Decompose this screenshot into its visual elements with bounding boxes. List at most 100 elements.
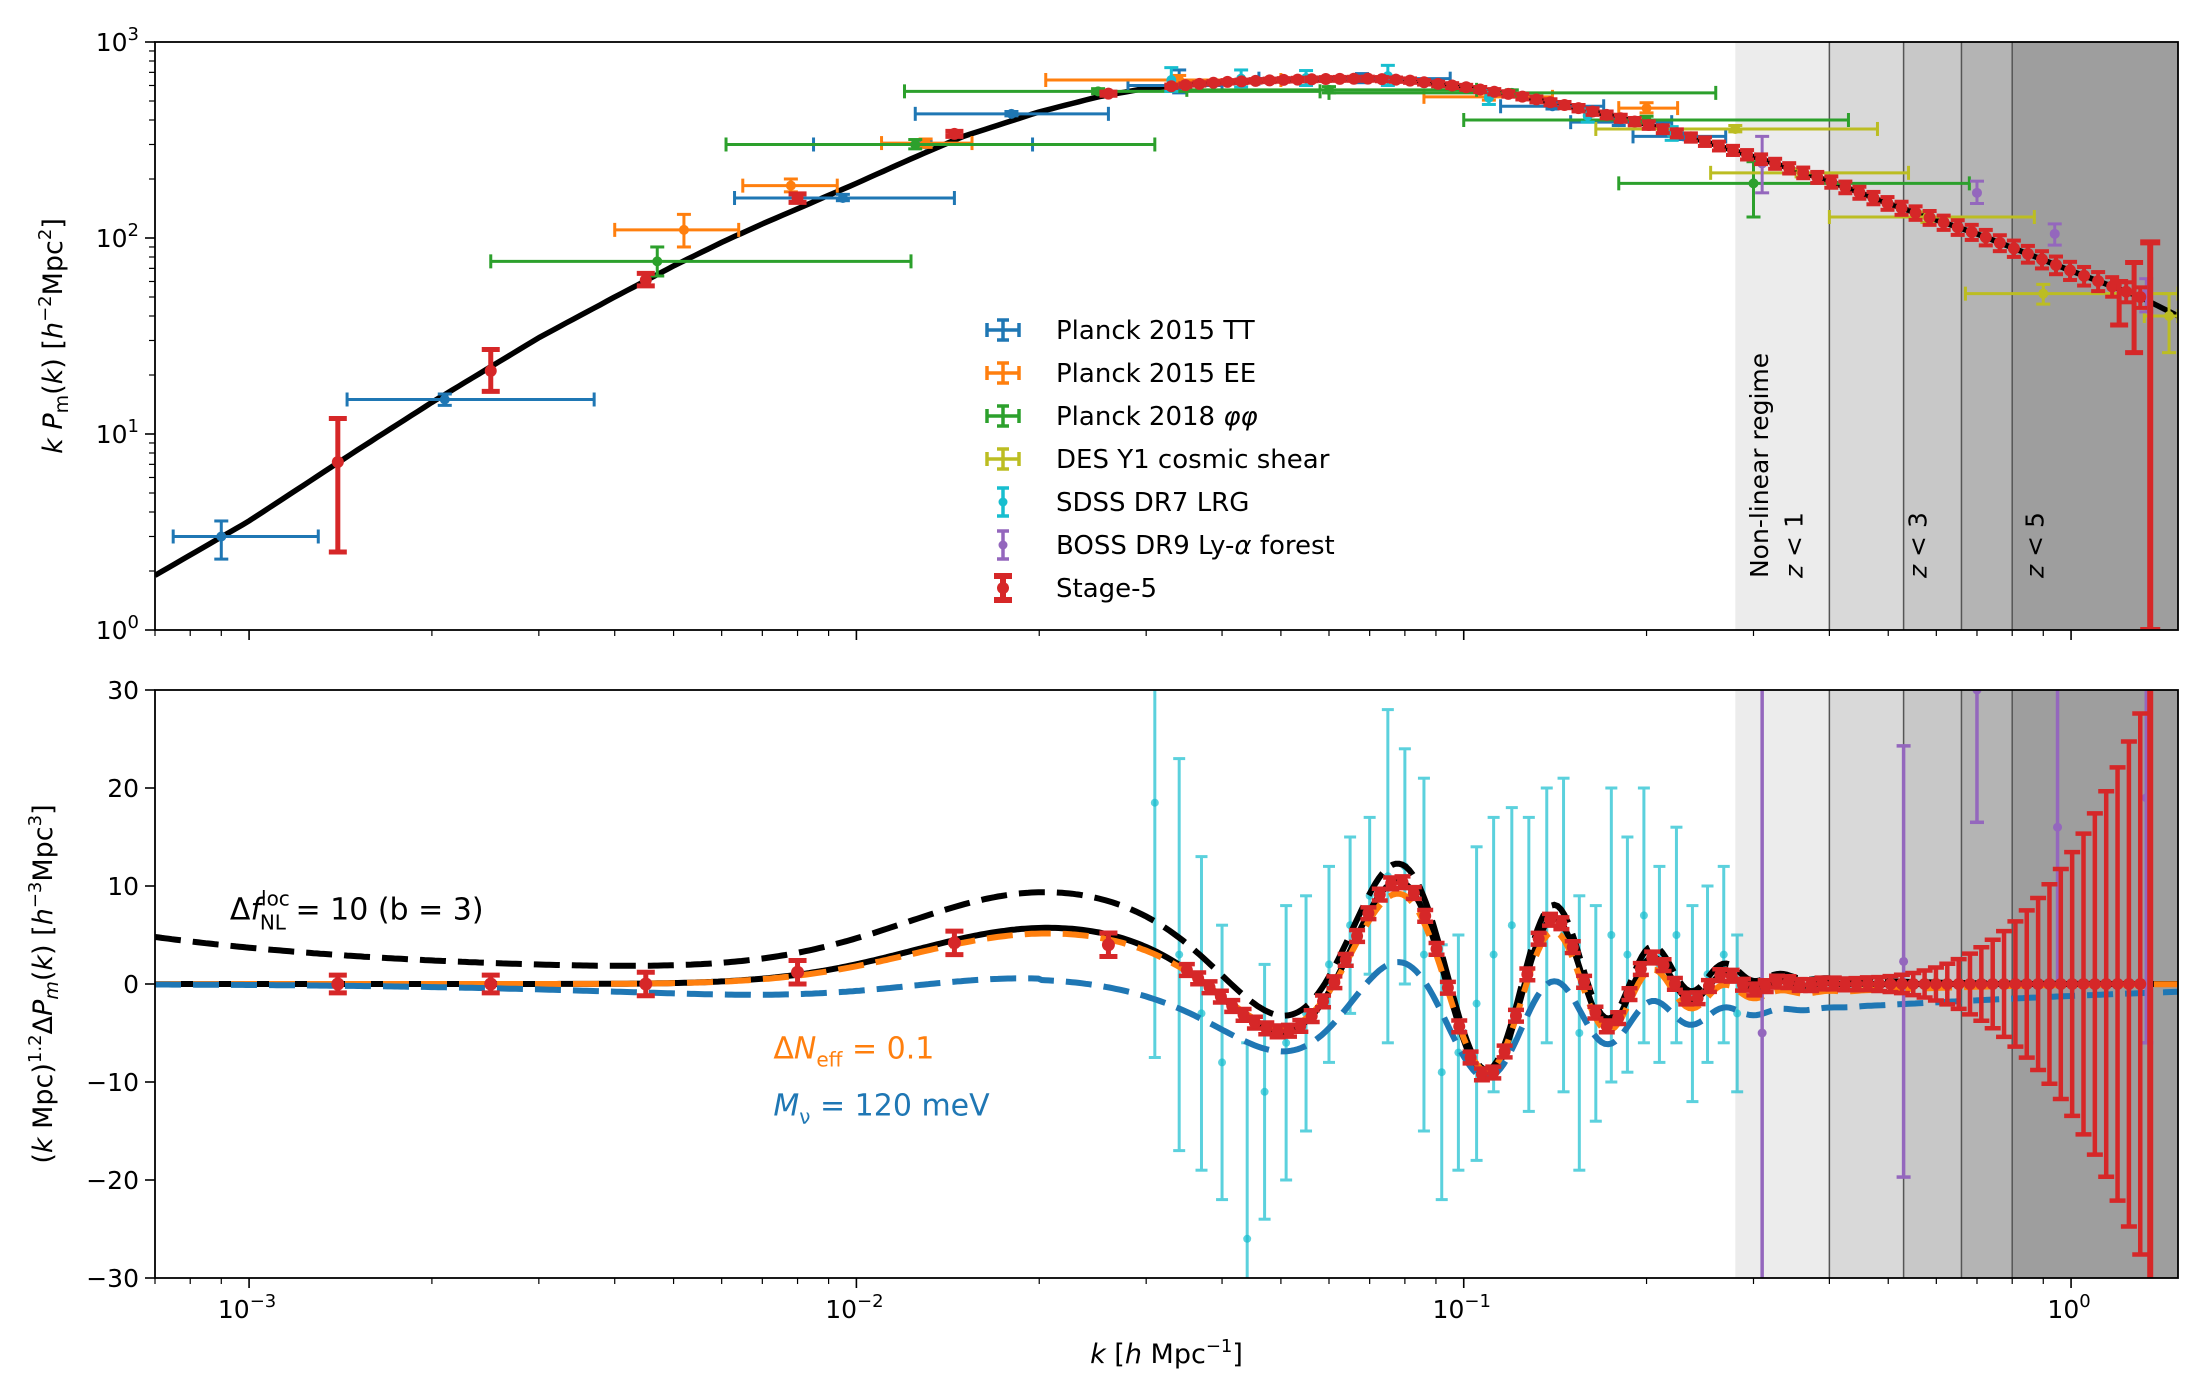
boss-point [1899,956,1909,966]
data-point [910,139,921,150]
x-axis-ticks [154,630,2072,640]
stage5-point [1839,978,1852,991]
stage5-point [1628,115,1641,128]
annotation-neff: ΔNeff = 0.1 [773,1031,934,1071]
x-axis-ticks: 10−3 10−2 10−1 100 [154,1278,2091,1324]
sdss-point [1472,999,1481,1008]
stage5-point [1532,932,1545,945]
stage5-point [1179,79,1192,92]
stage5-point [2064,264,2077,277]
sdss-point [1282,1038,1291,1047]
stage5-point [1907,978,1920,991]
x-tick-label: 100 [2047,1291,2090,1324]
stage5-point [1895,202,1908,215]
stage5-point [1873,978,1886,991]
top-panel: Non-linear regime z < 1z < 3z < 510010110… [35,24,2179,645]
stage5-point [1362,907,1375,920]
stage5-point [1474,83,1487,96]
stage5-point [1702,980,1715,993]
stage5-point [1965,226,1978,239]
sdss-point [1719,950,1728,959]
legend-dot [997,582,1009,594]
bottom-plot-area [155,690,2178,1278]
stage5-point [1929,977,1942,990]
stage5-point [2077,978,2090,990]
stage5-point [1805,979,1818,992]
legend-entry: Planck 2015 TT [985,316,1255,346]
top-plot-area [155,42,2178,630]
sdss-point [1243,1234,1252,1243]
x-error-bar [724,137,1157,152]
stage5-point [1277,73,1290,86]
stage5-point [1783,162,1796,175]
stage5-point [1642,119,1655,132]
data-point [785,180,796,191]
regime-band [1735,42,1830,630]
stage5-point [1430,942,1443,955]
stage5-point [2134,291,2147,304]
stage5-point [1418,76,1431,89]
stage5-point [1755,153,1768,166]
stage5-point [1839,181,1852,194]
legend-marker [997,361,1009,385]
stage5-point [1918,978,1931,991]
legend-dot [998,497,1008,507]
stage5-point [1441,981,1454,994]
stage5-point [1488,85,1501,98]
y-tick-label: 100 [96,612,139,645]
stage5-point [1623,988,1636,1001]
stage5-point [1769,157,1782,170]
regime-label: z < 5 [2020,512,2049,579]
stage5-point [1691,992,1704,1005]
stage5-point [1464,1051,1477,1064]
stage5-point [1319,73,1332,86]
x-tick-label: 10−1 [1433,1291,1491,1324]
stage5-point [1680,992,1693,1005]
regime-label: z < 3 [1904,512,1933,579]
legend-entry: DES Y1 cosmic shear [985,445,1330,475]
legend: Planck 2015 TT Planck 2015 EE Planck 2018 … [985,316,1335,604]
sdss-point [1419,950,1428,959]
stage5-point [1586,105,1599,118]
data-point [2164,310,2175,321]
legend-label: Planck 2015 EE [1056,359,1256,389]
sdss-point [1575,1029,1584,1037]
stage5-point [1634,962,1647,975]
boss-point [1757,1028,1767,1038]
data-point [484,364,497,377]
stage5-point [1657,959,1670,972]
bottom-y-axis-label: (k Mpc)1.2ΔPm(k) [h−3Mpc3] [25,804,63,1163]
y-tick-label: 30 [107,676,139,705]
stage5-point [1895,977,1908,990]
stage5-point [484,977,498,991]
series-boss-dr9 [1757,690,2154,1278]
annotation-mnu: Mν = 120 meV [773,1088,990,1128]
stage5-point [639,977,653,991]
series-stage-5 [328,690,2154,1278]
sdss-point [1623,950,1632,959]
x-tick-label: 10−2 [825,1291,883,1324]
stage5-point [1670,127,1683,140]
legend-label: DES Y1 cosmic shear [1056,445,1330,475]
stage5-point [1237,1008,1250,1021]
stage5-point [1741,148,1754,161]
sdss-point [1260,1087,1269,1096]
sdss-point [1733,1009,1742,1018]
stage5-point [1993,236,2006,249]
stage5-point [1600,108,1613,121]
boss-point [2053,822,2063,832]
sdss-point [1324,960,1333,969]
bottom-panel: 10−3 10−2 10−1 100 −30 −20 −10 0 10 20 30 (k Mpc)1.… [25,676,2179,1370]
regime-label: Non-linear regime [1745,353,1774,578]
stage5-point [1736,978,1749,991]
stage5-point [1453,1020,1466,1033]
stage5-point [1656,123,1669,136]
stage5-point [1566,941,1579,954]
stage5-point [1385,877,1398,890]
stage5-point [1937,216,1950,229]
stage5-point [2122,978,2135,990]
stage5-point [2043,977,2056,990]
stage5-point [1544,913,1557,926]
stage5-point [1249,74,1262,87]
stage5-point [1193,77,1206,90]
